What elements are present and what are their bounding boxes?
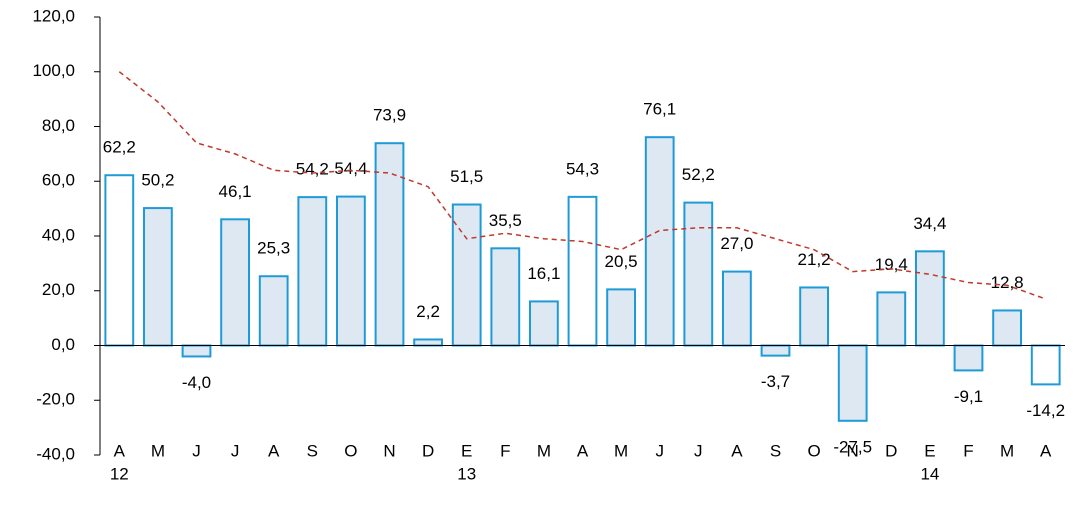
- bar: [606, 288, 636, 347]
- bar: [992, 309, 1022, 347]
- value-label: 50,2: [141, 171, 174, 190]
- value-label: -4,0: [182, 373, 211, 392]
- bar: [451, 203, 482, 347]
- bar: [297, 196, 328, 347]
- bar: [1030, 344, 1061, 386]
- bar: [876, 291, 907, 347]
- x-tick-label: O: [344, 441, 357, 460]
- bar: [683, 201, 714, 347]
- x-tick-label: M: [537, 441, 551, 460]
- y-tick-label: -20,0: [36, 390, 75, 409]
- trend-line: [118, 71, 1046, 300]
- y-tick-label: 0,0: [51, 335, 75, 354]
- x-tick-label: F: [963, 441, 973, 460]
- value-label: 25,3: [257, 239, 290, 258]
- value-label: 46,1: [219, 182, 252, 201]
- value-label: 2,2: [416, 302, 440, 321]
- value-label: 54,2: [296, 160, 329, 179]
- x-year-label: 13: [457, 464, 476, 483]
- value-label: 54,4: [334, 159, 367, 178]
- value-label: 62,2: [103, 138, 136, 157]
- value-label: -3,7: [761, 372, 790, 391]
- x-tick-label: M: [614, 441, 628, 460]
- x-tick-label: J: [694, 441, 703, 460]
- value-label: 27,0: [720, 234, 753, 253]
- x-tick-label: O: [807, 441, 820, 460]
- bar: [722, 270, 752, 347]
- bar: [915, 250, 945, 347]
- bar: [490, 247, 521, 347]
- x-tick-label: J: [192, 441, 201, 460]
- bar: [760, 344, 791, 357]
- x-tick-label: D: [422, 441, 434, 460]
- x-tick-label: F: [500, 441, 510, 460]
- value-label: -9,1: [954, 387, 983, 406]
- bar: [644, 136, 675, 347]
- x-year-label: 12: [110, 464, 129, 483]
- x-tick-label: N: [847, 441, 859, 460]
- bar: [799, 286, 829, 347]
- bar: [181, 344, 212, 358]
- y-tick-label: 120,0: [32, 6, 75, 25]
- value-label: 19,4: [875, 255, 908, 274]
- x-tick-label: N: [383, 441, 395, 460]
- x-tick-label: E: [461, 441, 472, 460]
- bar: [837, 344, 868, 422]
- y-tick-label: 60,0: [42, 171, 75, 190]
- value-label: 35,5: [489, 211, 522, 230]
- value-label: 51,5: [450, 167, 483, 186]
- x-tick-label: J: [655, 441, 664, 460]
- x-tick-label: A: [114, 441, 126, 460]
- y-tick-label: 80,0: [42, 116, 75, 135]
- x-tick-label: E: [924, 441, 935, 460]
- x-tick-label: S: [307, 441, 318, 460]
- value-label: 16,1: [527, 264, 560, 283]
- value-label: 52,2: [682, 165, 715, 184]
- x-tick-label: A: [577, 441, 589, 460]
- value-label: 21,2: [798, 250, 831, 269]
- x-year-label: 14: [920, 464, 939, 483]
- value-label: 76,1: [643, 100, 676, 119]
- x-tick-label: A: [268, 441, 280, 460]
- x-tick-label: A: [1040, 441, 1052, 460]
- value-label: 20,5: [605, 252, 638, 271]
- value-label: 34,4: [913, 214, 946, 233]
- bar: [374, 142, 405, 347]
- value-label: 12,8: [991, 273, 1024, 292]
- x-tick-label: M: [1000, 441, 1014, 460]
- bar: [529, 300, 559, 347]
- y-tick-label: -40,0: [36, 444, 75, 463]
- y-tick-label: 100,0: [32, 61, 75, 80]
- x-tick-label: S: [770, 441, 781, 460]
- y-tick-label: 40,0: [42, 225, 75, 244]
- bar: [953, 344, 984, 372]
- x-tick-label: J: [231, 441, 240, 460]
- x-tick-label: D: [885, 441, 897, 460]
- bar: [336, 195, 366, 347]
- x-tick-label: M: [151, 441, 165, 460]
- x-tick-label: A: [731, 441, 743, 460]
- value-label: -14,2: [1026, 401, 1065, 420]
- value-label: 54,3: [566, 159, 599, 178]
- bar: [567, 195, 598, 347]
- y-tick-label: 20,0: [42, 280, 75, 299]
- bar: [413, 338, 443, 347]
- value-label: -27,5: [833, 437, 872, 456]
- value-label: 73,9: [373, 106, 406, 125]
- bar: [220, 218, 250, 347]
- bar: [258, 275, 289, 347]
- bar: [143, 207, 173, 347]
- bar: [104, 174, 135, 347]
